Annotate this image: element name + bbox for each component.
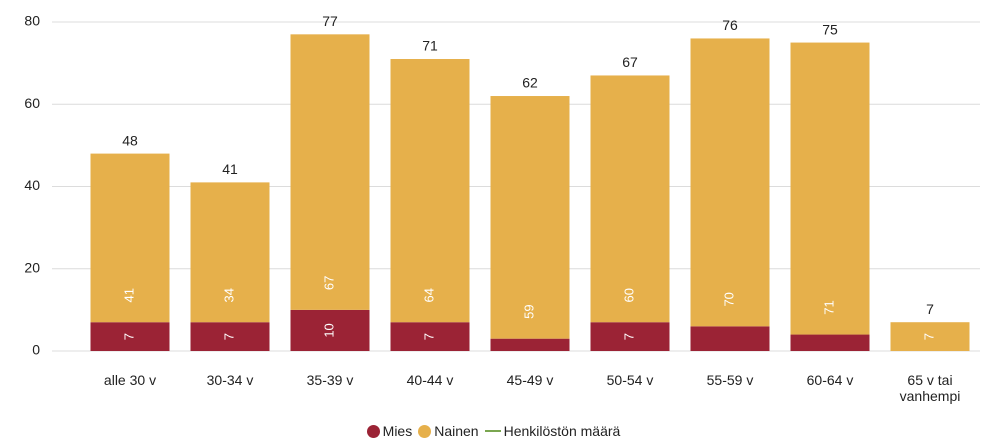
total-label: 62 [522, 75, 538, 91]
bar-segment [890, 322, 970, 351]
value-label: 7 [621, 333, 636, 340]
total-label: 77 [322, 13, 338, 29]
y-tick-label: 0 [32, 342, 40, 358]
bar-segment [590, 75, 670, 323]
value-label: 60 [621, 288, 636, 302]
bar-segment [90, 153, 170, 323]
plot: 0204060807414873441106777764715962760677… [24, 13, 980, 358]
y-tick-label: 80 [24, 13, 40, 29]
value-label: 70 [721, 292, 736, 306]
total-label: 41 [222, 161, 238, 177]
legend-item: Nainen [418, 423, 479, 439]
bar-segment [390, 322, 470, 351]
y-tick-label: 40 [24, 177, 40, 193]
total-label: 75 [822, 21, 838, 37]
bar-segment [290, 309, 370, 351]
value-label: 71 [821, 300, 836, 314]
legend-swatch [418, 424, 432, 438]
value-label: 59 [521, 304, 536, 318]
x-tick-label: 45-49 v [506, 372, 554, 388]
legend-label: Henkilöstön määrä [503, 423, 621, 439]
bar-segment [190, 182, 270, 323]
x-tick-label: 60-64 v [806, 372, 854, 388]
legend: Mies Nainen Henkilöstön määrä [0, 423, 987, 439]
total-label: 71 [422, 38, 438, 54]
x-tick-label: 40-44 v [406, 372, 454, 388]
bar-segment [690, 326, 770, 351]
legend-item: Henkilöstön määrä [484, 423, 621, 439]
x-tick-label: 30-34 v [206, 372, 254, 388]
legend-label: Nainen [434, 423, 479, 439]
bar-segment [390, 59, 470, 323]
total-label: 76 [722, 17, 738, 33]
total-label: 48 [122, 132, 138, 148]
bar-segment [190, 322, 270, 351]
legend-label: Mies [382, 423, 413, 439]
x-tick-label: 55-59 v [706, 372, 754, 388]
x-tick-label: 50-54 v [606, 372, 654, 388]
total-label: 7 [926, 301, 934, 317]
bar-segment [490, 338, 570, 351]
legend-line [484, 430, 501, 432]
bar-segment [690, 38, 770, 327]
bar-segment [590, 322, 670, 351]
value-label: 7 [421, 333, 436, 340]
y-tick-label: 60 [24, 95, 40, 111]
x-tick-label: 35-39 v [306, 372, 354, 388]
value-label: 7 [921, 333, 936, 340]
bar-segment [490, 96, 570, 339]
value-label: 67 [321, 276, 336, 290]
bar-segment [790, 334, 870, 351]
value-label: 7 [121, 333, 136, 340]
y-tick-label: 20 [24, 259, 40, 275]
bar-segment [290, 34, 370, 310]
legend-swatch [366, 424, 380, 438]
x-tick-label: 65 v tai vanhempi [899, 372, 961, 404]
value-label: 64 [421, 288, 436, 302]
value-label: 10 [321, 323, 336, 337]
total-label: 67 [622, 54, 638, 70]
bar-segment [90, 322, 170, 351]
bar-segment [790, 42, 870, 335]
value-label: 7 [221, 333, 236, 340]
value-label: 34 [221, 288, 236, 302]
value-label: 41 [121, 288, 136, 302]
x-tick-label: alle 30 v [103, 372, 157, 388]
legend-item: Mies [366, 423, 413, 439]
